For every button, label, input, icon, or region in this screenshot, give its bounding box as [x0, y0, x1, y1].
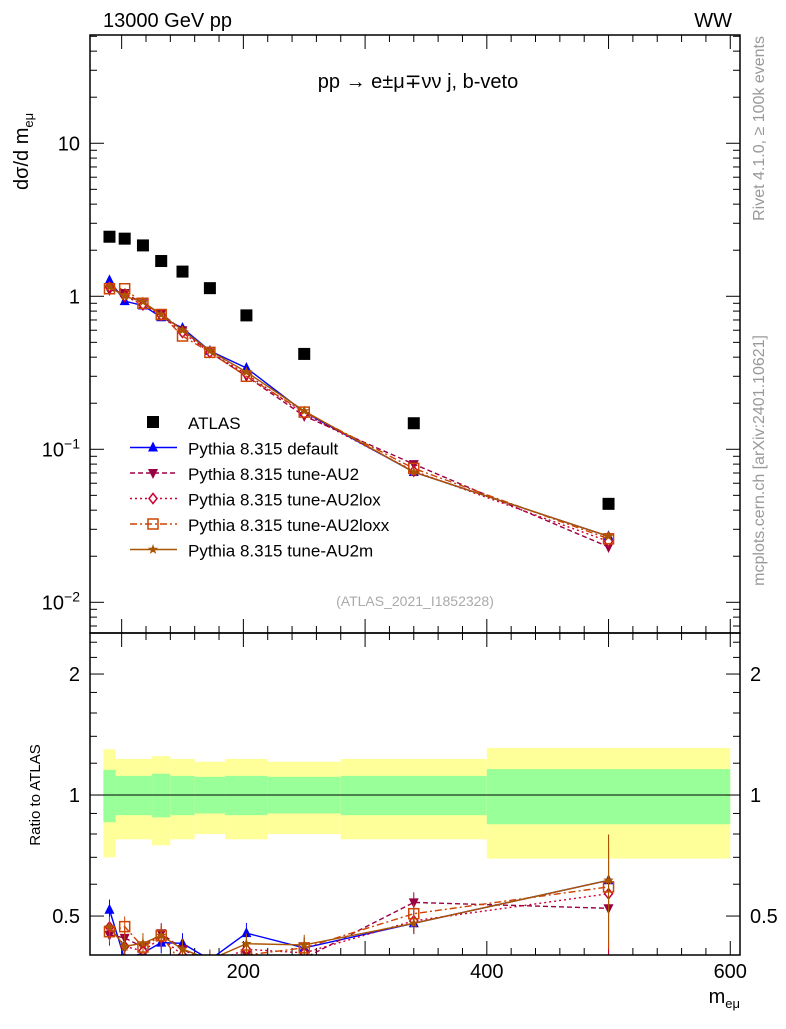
series-atlas-point: [298, 347, 311, 360]
ratio-bands: [90, 747, 740, 859]
legend-label: Pythia 8.315 tune-AU2lox: [188, 491, 381, 510]
x-tick-label: 200: [227, 961, 260, 983]
series-pythia-8-315-tune-au2m-ratio-point: [156, 930, 167, 940]
series-pythia-8-315-tune-au2m-point: [299, 405, 310, 416]
mcplots-label: mcplots.cern.ch [arXiv:2401.10621]: [751, 335, 768, 586]
header-right: WW: [694, 10, 732, 32]
series-pythia-8-315-tune-au2m-ratio-point: [603, 874, 614, 885]
svg-text:dσ/d meμ: dσ/d meμ: [11, 113, 36, 190]
series-atlas-point: [155, 255, 168, 268]
series-pythia-8-315-tune-au2m-point: [603, 530, 614, 541]
y-tick-label: 10−1: [42, 435, 80, 461]
legend-marker: [147, 518, 159, 530]
series-pythia-8-315-tune-au2m-ratio-point: [241, 938, 252, 949]
legend-label: Pythia 8.315 default: [188, 440, 339, 459]
ratio-y-tick-label: 2: [69, 664, 80, 686]
ratio-y-tick-label: 0.5: [52, 906, 80, 928]
x-axis-label: m: [709, 986, 726, 1008]
legend-label: Pythia 8.315 tune-AU2m: [188, 542, 373, 561]
y-tick-label-base: 10: [58, 133, 80, 155]
band-inner: [486, 769, 731, 825]
main-plot-series: [103, 230, 615, 553]
plot-title: pp → e±μ∓νν j, b-veto: [318, 71, 518, 93]
series-pythia-8-315-tune-au2-ratio-point: [205, 960, 215, 970]
x-tick-label: 400: [470, 961, 503, 983]
series-pythia-8-315-tune-au2loxx-ratio-point: [118, 920, 131, 933]
y-tick-label: 1: [69, 286, 80, 308]
series-pythia-8-315-tune-au2m-ratio-point: [104, 921, 115, 932]
series-pythia-8-315-tune-au2-ratio-point: [408, 898, 419, 909]
y-axis-label-sub: eμ: [21, 113, 36, 128]
series-pythia-8-315-tune-au2lox-ratio-line: [108, 893, 609, 955]
ratio-y-tick-label-right: 2: [750, 664, 761, 686]
series-pythia-8-315-tune-au2m-ratio-point: [177, 943, 188, 954]
series-pythia-8-315-tune-au2-point: [603, 542, 614, 553]
analysis-annotation: (ATLAS_2021_I1852328): [336, 593, 494, 609]
legend-marker: [148, 441, 158, 452]
ratio-y-tick-label-right: 0.5: [750, 906, 778, 928]
y-tick-label-exp: −2: [64, 588, 80, 604]
series-pythia-8-315-tune-au2loxx-ratio-point: [178, 959, 188, 969]
series-atlas-point: [407, 417, 420, 430]
series-pythia-8-315-tune-au2m-ratio-point: [299, 939, 310, 950]
series-pythia-8-315-tune-au2m-point: [104, 281, 115, 292]
series-pythia-8-315-tune-au2m-point: [204, 345, 216, 356]
ratio-y-tick-label-right: 1: [750, 785, 761, 807]
series-pythia-8-315-default-ratio-point: [241, 927, 252, 938]
x-axis-label-sub: eμ: [725, 996, 740, 1011]
header-left: 13000 GeV pp: [103, 10, 232, 32]
y-tick-label: 10: [58, 133, 80, 155]
legend-marker: [148, 469, 158, 479]
series-pythia-8-315-tune-au2m-point: [177, 324, 188, 335]
series-pythia-8-315-default-point: [104, 274, 115, 285]
ratio-y-tick-label: 1: [69, 785, 80, 807]
series-pythia-8-315-tune-au2loxx-ratio-point: [205, 959, 215, 969]
series-pythia-8-315-tune-au2loxx-line: [109, 288, 609, 540]
series-atlas-point: [136, 239, 149, 252]
series-pythia-8-315-tune-au2m-point: [137, 296, 149, 307]
ratio-axis-label: Ratio to ATLAS: [27, 744, 44, 845]
series-pythia-8-315-tune-au2loxx-ratio-line: [109, 886, 609, 955]
legend-label: Pythia 8.315 tune-AU2: [188, 465, 359, 484]
legend-marker: [147, 544, 159, 554]
y-axis-label-main: dσ/d m: [11, 128, 33, 190]
series-pythia-8-315-default-ratio-line: [108, 879, 609, 955]
svg-text:meμ: meμ: [709, 986, 740, 1011]
ratio-plot-series: [103, 834, 615, 970]
rivet-label: Rivet 4.1.0, ≥ 100k events: [751, 36, 768, 221]
series-atlas-point: [240, 309, 253, 322]
series-pythia-8-315-tune-au2m-ratio-point: [119, 940, 130, 951]
legend-label: Pythia 8.315 tune-AU2loxx: [188, 516, 390, 535]
band-inner: [103, 769, 116, 823]
series-pythia-8-315-tune-au2m-ratio-point: [408, 917, 419, 928]
legend: ATLAS Pythia 8.315 default Pythia 8.315 tu…: [130, 414, 390, 561]
series-pythia-8-315-tune-au2m-point: [119, 290, 130, 301]
y-tick-label-base: 1: [69, 286, 80, 308]
y-tick-label-exp: −1: [64, 435, 80, 451]
x-tick-label: 600: [714, 961, 747, 983]
legend-marker: [148, 492, 158, 505]
series-pythia-8-315-default-ratio-point: [104, 903, 115, 914]
series-pythia-8-315-tune-au2m-point: [241, 366, 252, 377]
y-tick-label: 10−2: [42, 588, 80, 614]
series-atlas-point: [602, 497, 615, 510]
series-pythia-8-315-tune-au2m-point: [408, 466, 419, 477]
y-tick-label-base: 10: [42, 592, 64, 614]
series-pythia-8-315-tune-au2lox-ratio-point: [206, 959, 214, 969]
series-pythia-8-315-tune-au2-line: [109, 289, 609, 548]
series-atlas-point: [103, 230, 116, 243]
y-axis-label: dσ/d meμ: [11, 113, 36, 190]
series-atlas-point: [176, 265, 189, 278]
y-tick-label-base: 10: [42, 439, 64, 461]
series-pythia-8-315-tune-au2m-line: [109, 286, 609, 537]
series-atlas-point: [118, 232, 131, 245]
series-pythia-8-315-tune-au2m-ratio-point: [137, 937, 149, 948]
series-atlas-point: [203, 282, 216, 295]
ratio-frame: [89, 632, 741, 956]
series-pythia-8-315-tune-au2m-point: [156, 309, 167, 319]
legend-label: ATLAS: [188, 414, 241, 433]
legend-marker: [147, 416, 159, 428]
